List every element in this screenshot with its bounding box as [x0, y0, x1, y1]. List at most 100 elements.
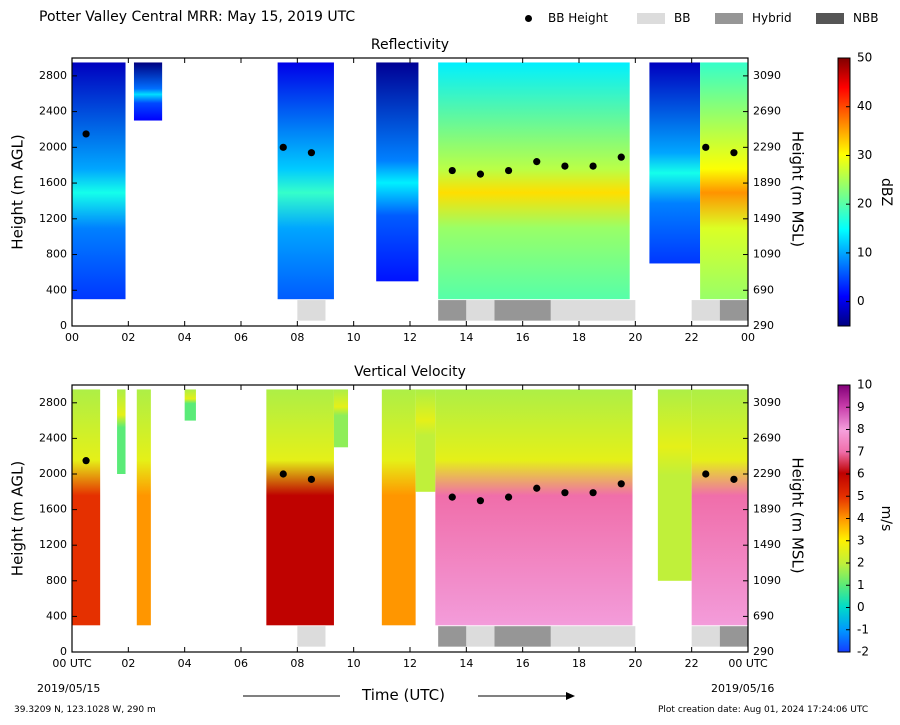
classification-bar-hybrid	[438, 300, 467, 321]
x-tick-label: 08	[290, 331, 304, 344]
nbb-swatch-icon	[816, 12, 844, 24]
x-tick-label: 04	[178, 331, 192, 344]
y-tick-label: 2400	[39, 105, 67, 118]
bb-height-point	[448, 493, 456, 501]
x-tick-label: 18	[572, 331, 586, 344]
y-right-tick-label: 1890	[753, 503, 781, 516]
x-tick-label: 20	[628, 331, 642, 344]
time-arrows	[243, 692, 575, 700]
x-tick-label: 12	[403, 331, 417, 344]
classification-bar-bb	[691, 626, 720, 647]
colorbar	[837, 57, 851, 327]
y-right-tick-label: 1490	[753, 212, 781, 225]
bb-height-point	[702, 470, 710, 478]
x-tick-label: 14	[459, 657, 473, 670]
colorbar-tick-label: 10	[857, 245, 872, 259]
bb-height-point	[561, 162, 569, 170]
y-tick-label: 0	[60, 645, 67, 658]
colorbar-tick-label: 3	[857, 533, 865, 547]
colorbar-tick-label: 4	[857, 511, 865, 525]
y-right-axis-label: Height (m MSL)	[789, 131, 807, 247]
page-title: Potter Valley Central MRR: May 15, 2019 …	[39, 9, 356, 25]
echo-segment	[184, 389, 196, 421]
y-axis-label: Height (m AGL)	[9, 134, 27, 249]
echo-segment	[333, 389, 349, 448]
echo-segment	[277, 62, 334, 300]
legend-item-bb: BB	[637, 11, 690, 25]
echo-segment	[381, 389, 416, 626]
echo-segment	[133, 62, 163, 121]
y-tick-label: 400	[46, 283, 67, 296]
bb-height-point	[448, 166, 456, 175]
x-tick-label: 20	[628, 657, 642, 670]
colorbar-tick-label: 10	[857, 378, 872, 392]
classification-bar-bb	[297, 300, 326, 321]
colorbar-tick-label: 50	[857, 51, 872, 65]
bb-height-point	[589, 162, 597, 170]
classification-bar-bb	[297, 626, 326, 647]
x-tick-label: 00	[65, 331, 79, 344]
echo-segment	[438, 62, 630, 300]
colorbar-tick-label: 6	[857, 467, 865, 481]
bb-height-point	[533, 484, 541, 492]
x-tick-label: 08	[290, 657, 304, 670]
x-tick-label: 02	[121, 331, 135, 344]
legend-item-bb-height: BB Height	[522, 11, 608, 25]
bb-height-point	[504, 493, 513, 501]
y-tick-label: 1600	[39, 176, 67, 189]
y-tick-label: 1200	[39, 538, 67, 551]
bb-height-point	[476, 497, 485, 505]
bb-height-point	[307, 475, 316, 483]
bb-height-point	[702, 143, 710, 151]
bb-height-point	[730, 475, 738, 483]
y-right-tick-label: 290	[753, 645, 774, 658]
echo-segment	[691, 389, 748, 626]
y-right-tick-label: 1090	[753, 574, 781, 587]
end-date-label: 2019/05/16	[711, 682, 775, 695]
echo-segment	[435, 389, 633, 626]
y-tick-label: 800	[46, 248, 67, 261]
y-right-axis-label: Height (m MSL)	[789, 457, 807, 573]
echo-segment	[72, 62, 126, 300]
x-tick-label: 16	[516, 331, 530, 344]
bb-height-point	[82, 130, 90, 138]
y-right-tick-label: 3090	[753, 69, 781, 82]
echo-segment	[117, 389, 126, 474]
colorbar-tick-label: 30	[857, 148, 872, 162]
bb-height-point	[561, 489, 569, 497]
x-tick-label: 12	[403, 657, 417, 670]
bb-height-point	[307, 149, 316, 157]
colorbar-label: m/s	[878, 506, 894, 532]
legend-item-hybrid: Hybrid	[715, 11, 792, 25]
classification-bar-bb	[691, 300, 720, 321]
legend-label-nbb: NBB	[853, 11, 879, 25]
colorbar-tick-label: 8	[857, 422, 865, 436]
x-tick-label: 02	[121, 657, 135, 670]
y-axis-label: Height (m AGL)	[9, 461, 27, 576]
x-tick-label: 00 UTC	[52, 657, 92, 670]
y-right-tick-label: 3090	[753, 396, 781, 409]
colorbar-tick-label: 7	[857, 444, 865, 458]
x-tick-label: 10	[347, 657, 361, 670]
bb-height-point	[617, 480, 625, 488]
bb-height-point	[279, 143, 287, 151]
echo-segment	[415, 389, 436, 492]
echo-segment	[657, 389, 692, 581]
colorbar-label: dBZ	[878, 178, 894, 206]
classification-bar-hybrid	[494, 626, 551, 647]
colorbar-tick-label: 20	[857, 197, 872, 211]
classification-bar-hybrid	[438, 626, 467, 647]
colorbar-tick-label: 5	[857, 489, 865, 503]
x-tick-label: 22	[685, 331, 699, 344]
panel-title: Reflectivity	[371, 37, 449, 53]
bb-height-point	[476, 170, 485, 178]
y-tick-label: 400	[46, 609, 67, 622]
legend-label-bb-height: BB Height	[548, 11, 608, 25]
echo-segment	[266, 389, 334, 626]
y-tick-label: 2000	[39, 467, 67, 480]
arrow-head-icon	[566, 692, 575, 700]
bb-height-point	[730, 149, 738, 157]
x-tick-label: 14	[459, 331, 473, 344]
colorbar-tick-label: -2	[857, 645, 869, 659]
